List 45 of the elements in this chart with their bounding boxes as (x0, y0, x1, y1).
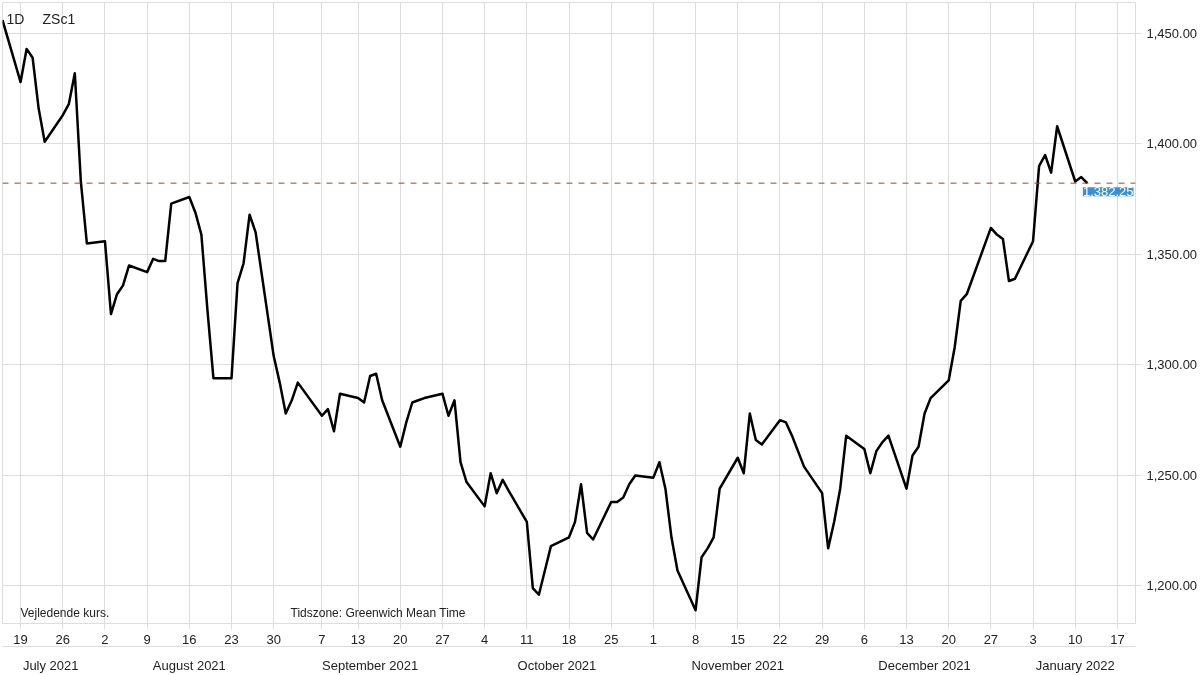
text: ZSc1 (42, 10, 76, 27)
x-tick-label: 15 (730, 631, 745, 647)
x-tick-label: 30 (266, 631, 281, 647)
x2-tick-label: December 2021 (878, 657, 971, 673)
x-tick-label: 29 (814, 631, 830, 647)
x-tick-label: 27 (983, 631, 999, 647)
x-tick-label: 20 (393, 631, 408, 647)
y-tick-label: 1,300.00 (1146, 357, 1198, 373)
x-tick-label: 10 (1068, 631, 1083, 647)
x-tick-label: 16 (182, 631, 197, 647)
x-tick-label: 8 (691, 631, 700, 647)
x-tick-label: 27 (435, 631, 450, 647)
x2-tick-label: September 2021 (322, 657, 419, 673)
annotation: Tidszone: Greenwich Mean Time (290, 605, 466, 620)
y-tick-label: 1,450.00 (1146, 25, 1198, 41)
x-tick-label: 11 (520, 631, 534, 647)
x-tick-label: 9 (143, 631, 151, 647)
x2-tick-label: October 2021 (517, 657, 597, 673)
x-tick-label: 20 (941, 631, 956, 647)
text: 1D (6, 10, 25, 27)
x2-tick-label: January 2022 (1035, 657, 1115, 673)
x2-tick-label: August 2021 (152, 657, 226, 673)
x-tick-label: 2 (101, 631, 109, 647)
x-tick-label: 13 (350, 631, 366, 647)
x2-tick-label: July 2021 (22, 657, 79, 673)
x-tick-label: 18 (561, 631, 577, 647)
x-tick-label: 4 (481, 631, 489, 647)
y-tick-label: 1,350.00 (1146, 246, 1198, 262)
x-tick-label: 22 (772, 631, 788, 647)
y-tick-label: 1,200.00 (1146, 578, 1198, 594)
x-tick-label: 6 (860, 631, 868, 647)
x-tick-label: 23 (224, 631, 239, 647)
x-tick-label: 3 (1029, 631, 1037, 647)
x2-tick-label: November 2021 (691, 657, 784, 673)
x-tick-label: 13 (899, 631, 914, 647)
x-tick-label: 7 (318, 631, 326, 647)
y-tick-label: 1,250.00 (1146, 467, 1198, 483)
ref-line-label: 1,382.25 (1082, 184, 1134, 200)
x-tick-label: 1 (649, 631, 657, 647)
x-tick-label: 26 (55, 631, 70, 647)
annotation: Vejledende kurs. (20, 605, 110, 620)
x-tick-label: 25 (603, 631, 619, 647)
y-tick-label: 1,400.00 (1146, 136, 1198, 152)
x-tick-label: 17 (1110, 631, 1125, 647)
x-tick-label: 19 (13, 631, 28, 647)
